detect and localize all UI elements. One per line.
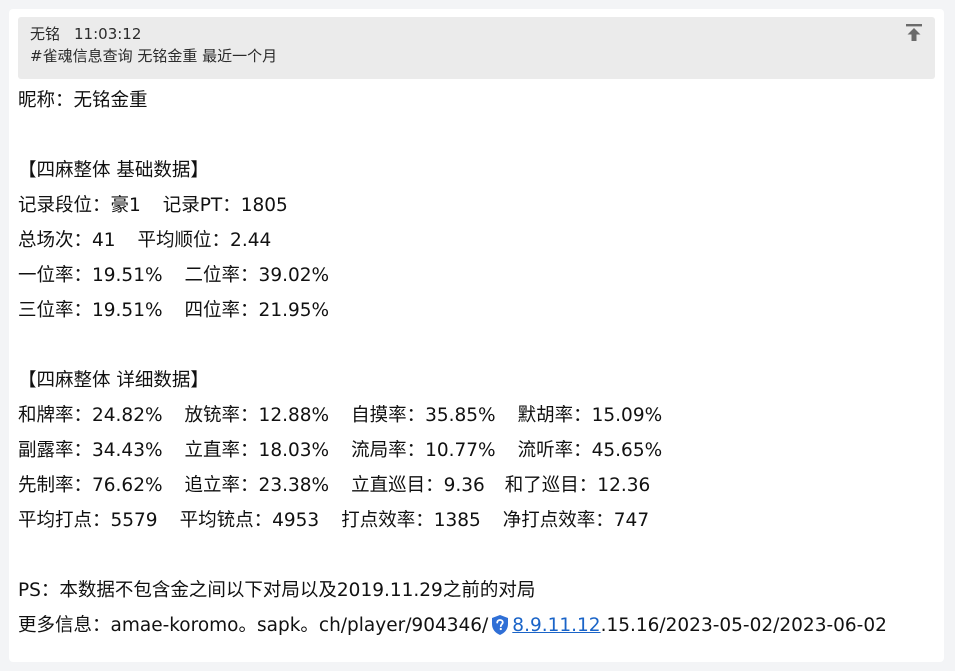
detail-row: 副露率：34.43% 立直率：18.03% 流局率：10.77% 流听率：45.65%: [18, 433, 943, 468]
stat-item: 和了巡目：12.36: [504, 475, 651, 496]
quote-sender: 无铭: [30, 25, 61, 43]
basic-row: 总场次：41 平均顺位：2.44: [18, 223, 943, 258]
detail-row: 平均打点：5579 平均铳点：4953 打点效率：1385 净打点效率：747: [18, 503, 943, 538]
detail-row: 先制率：76.62% 追立率：23.38% 立直巡目：9.36 和了巡目：12.36: [18, 468, 943, 503]
quote-header: 无铭 11:03:12: [30, 23, 141, 44]
blank-line: [18, 118, 943, 153]
quote-time: 11:03:12: [74, 25, 142, 43]
blank-line: [18, 328, 943, 363]
more-info-prefix: 更多信息：amae-koromo。sapk。ch/player/904346/: [18, 615, 489, 636]
stat-item: 净打点效率：747: [502, 510, 650, 531]
stat-item: 平均铳点：4953: [179, 510, 320, 531]
quoted-message[interactable]: 无铭 11:03:12 #雀魂信息查询 无铭金重 最近一个月: [18, 17, 935, 79]
detail-row: 和牌率：24.82% 放铳率：12.88% 自摸率：35.85% 默胡率：15.09%: [18, 398, 943, 433]
stat-item: 四位率：21.95%: [184, 300, 330, 321]
message-body: 昵称：无铭金重 【四麻整体 基础数据】 记录段位：豪1 记录PT：1805 总场次…: [18, 83, 943, 643]
more-info-line: 更多信息：amae-koromo。sapk。ch/player/904346/8…: [18, 608, 943, 643]
stat-item: 副露率：34.43%: [18, 440, 163, 461]
stat-item: 二位率：39.02%: [184, 265, 330, 286]
stat-item: 记录段位：豪1: [18, 195, 141, 216]
stat-item: 默胡率：15.09%: [517, 405, 663, 426]
basic-row: 一位率：19.51% 二位率：39.02%: [18, 258, 943, 293]
detail-header: 【四麻整体 详细数据】: [18, 370, 209, 391]
more-info-suffix: .15.16/2023-05-02/2023-06-02: [600, 615, 887, 636]
basic-row: 记录段位：豪1 记录PT：1805: [18, 188, 943, 223]
stat-item: 和牌率：24.82%: [18, 405, 163, 426]
ip-link[interactable]: 8.9.11.12: [512, 615, 601, 636]
stat-item: 三位率：19.51%: [18, 300, 163, 321]
stat-item: 先制率：76.62%: [18, 475, 163, 496]
stat-item: 自摸率：35.85%: [351, 405, 496, 426]
pin-to-top-icon[interactable]: [905, 23, 923, 43]
basic-header: 【四麻整体 基础数据】: [18, 160, 209, 181]
stat-item: 平均打点：5579: [18, 510, 158, 531]
blank-line: [18, 538, 943, 573]
stat-item: 打点效率：1385: [341, 510, 481, 531]
quote-command: #雀魂信息查询 无铭金重 最近一个月: [30, 47, 278, 65]
stat-item: 平均顺位：2.44: [137, 230, 272, 251]
stat-item: 记录PT：1805: [162, 195, 288, 216]
shield-question-icon: [490, 613, 510, 635]
stat-item: 立直巡目：9.36: [351, 475, 485, 496]
stat-item: 追立率：23.38%: [184, 475, 330, 496]
ps-note: PS：本数据不包含金之间以下对局以及2019.11.29之前的对局: [18, 580, 536, 601]
basic-row: 三位率：19.51% 四位率：21.95%: [18, 293, 943, 328]
stat-item: 流局率：10.77%: [351, 440, 496, 461]
nickname-line: 昵称：无铭金重: [18, 90, 148, 111]
stat-item: 流听率：45.65%: [517, 440, 663, 461]
stat-item: 总场次：41: [18, 230, 116, 251]
message-card: 无铭 11:03:12 #雀魂信息查询 无铭金重 最近一个月 昵称：无铭金重 【四…: [9, 9, 944, 662]
stat-item: 放铳率：12.88%: [184, 405, 330, 426]
stat-item: 一位率：19.51%: [18, 265, 163, 286]
stat-item: 立直率：18.03%: [184, 440, 330, 461]
